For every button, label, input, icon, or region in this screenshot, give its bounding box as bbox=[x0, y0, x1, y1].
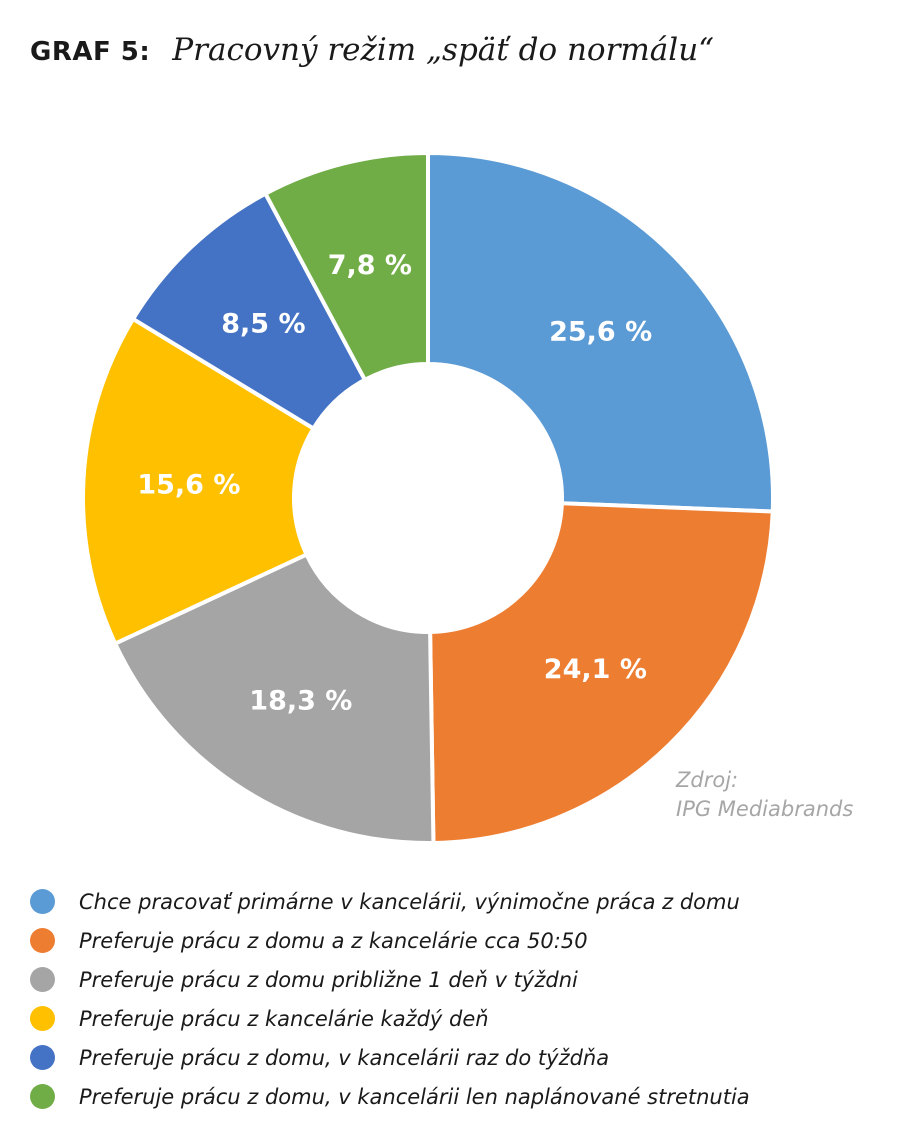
legend-color-dot bbox=[30, 1006, 55, 1031]
slice-value-label-4: 15,6 % bbox=[137, 469, 240, 500]
legend-label: Preferuje prácu z domu, v kancelárii len… bbox=[79, 1084, 750, 1109]
legend-color-dot bbox=[30, 1045, 55, 1070]
chart-title: GRAF 5: Pracovný režim „späť do normálu“ bbox=[30, 32, 714, 82]
donut-slice-4 bbox=[81, 316, 317, 647]
legend-color-dot bbox=[30, 889, 55, 914]
legend-item-4: Preferuje prácu z kancelárie každý deň bbox=[30, 999, 750, 1038]
chart-number-label: GRAF 5: bbox=[30, 37, 151, 67]
donut-slices bbox=[81, 150, 775, 845]
legend-color-dot bbox=[30, 1084, 55, 1109]
source-label: Zdroj: bbox=[675, 768, 738, 792]
slice-value-label-2: 24,1 % bbox=[544, 654, 647, 685]
legend-color-dot bbox=[30, 928, 55, 953]
legend-label: Preferuje prácu z domu približne 1 deň v… bbox=[79, 967, 578, 992]
legend-item-3: Preferuje prácu z domu približne 1 deň v… bbox=[30, 960, 750, 999]
donut-chart: 25,6 % 24,1 % 18,3 % 15,6 % 8,5 % 7,8 % Zdroj… bbox=[81, 150, 854, 845]
legend-item-5: Preferuje prácu z domu, v kancelárii raz… bbox=[30, 1038, 750, 1077]
legend-item-2: Preferuje prácu z domu a z kancelárie cc… bbox=[30, 921, 750, 960]
donut-slice-1 bbox=[426, 150, 775, 514]
slice-value-label-5: 8,5 % bbox=[221, 309, 305, 340]
legend-label: Preferuje prácu z domu a z kancelárie cc… bbox=[79, 928, 588, 953]
legend-item-1: Chce pracovať primárne v kancelárii, výn… bbox=[30, 882, 750, 921]
legend-label: Preferuje prácu z domu, v kancelárii raz… bbox=[79, 1045, 610, 1070]
donut-value-labels: 25,6 % 24,1 % 18,3 % 15,6 % 8,5 % 7,8 % bbox=[137, 250, 652, 716]
legend-label: Preferuje prácu z kancelárie každý deň bbox=[79, 1006, 489, 1031]
slice-value-label-1: 25,6 % bbox=[549, 317, 652, 348]
slice-value-label-6: 7,8 % bbox=[328, 250, 412, 281]
chart-title-text: Pracovný režim „späť do normálu“ bbox=[172, 32, 715, 68]
slice-value-label-3: 18,3 % bbox=[249, 685, 352, 716]
chart-legend: Chce pracovať primárne v kancelárii, výn… bbox=[30, 882, 750, 1116]
legend-item-6: Preferuje prácu z domu, v kancelárii len… bbox=[30, 1077, 750, 1116]
donut-slice-2 bbox=[428, 501, 775, 845]
legend-color-dot bbox=[30, 967, 55, 992]
donut-slice-6 bbox=[262, 150, 430, 383]
legend-label: Chce pracovať primárne v kancelárii, výn… bbox=[79, 889, 740, 914]
source-name: IPG Mediabrands bbox=[676, 797, 853, 821]
donut-slice-3 bbox=[112, 551, 436, 845]
